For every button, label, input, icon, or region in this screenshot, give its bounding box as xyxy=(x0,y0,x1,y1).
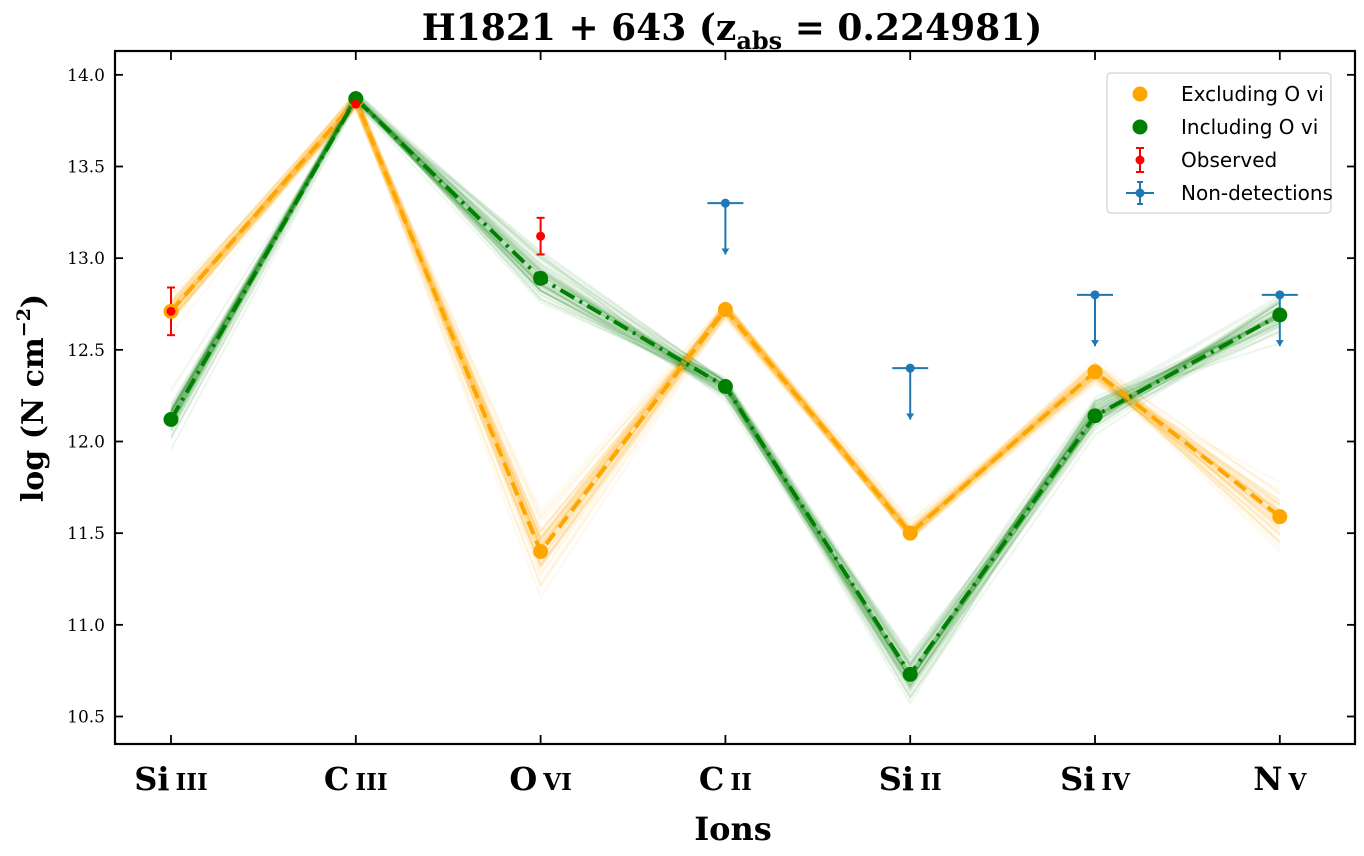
legend-label: Non-detections xyxy=(1181,181,1333,205)
upper-limit-marker xyxy=(1275,290,1285,300)
x-tick-label: Si IV xyxy=(1060,760,1131,798)
y-axis-label: log (N cm−2) xyxy=(13,294,51,502)
down-arrow-icon xyxy=(1091,340,1099,347)
ion-stage: III xyxy=(175,769,207,796)
y-tick-label: 11.0 xyxy=(67,616,105,636)
data-point-including xyxy=(902,666,918,682)
upper-limit xyxy=(1077,290,1113,347)
observed-marker xyxy=(166,306,176,316)
plot-frame xyxy=(113,49,1357,746)
y-tick-label: 11.5 xyxy=(67,524,105,544)
ion-stage: V xyxy=(1287,769,1307,796)
legend-marker xyxy=(1132,119,1148,135)
observed-marker xyxy=(351,99,361,109)
ion-element: N xyxy=(1253,760,1282,798)
series-markers xyxy=(163,91,1288,682)
legend-label: Observed xyxy=(1181,148,1277,172)
legend-observed: Observed xyxy=(1135,147,1277,173)
ion-stage: II xyxy=(920,769,942,796)
ion-element: Si xyxy=(879,760,914,798)
x-tick-label: Si III xyxy=(134,760,208,798)
ion-stage: III xyxy=(355,769,387,796)
x-tick-label: C II xyxy=(699,760,752,798)
x-tick-label: Si II xyxy=(879,760,942,798)
down-arrow-icon xyxy=(906,413,915,420)
data-point-excluding xyxy=(717,302,733,317)
y-axis-label-exponent: −2 xyxy=(13,308,35,337)
legend-marker xyxy=(1132,86,1148,102)
observed-marker xyxy=(536,231,546,241)
legend-label: Including O vi xyxy=(1181,115,1318,139)
data-point-excluding xyxy=(1087,364,1103,380)
title-value: = 0.224981) xyxy=(782,7,1042,49)
data-point-including xyxy=(1272,307,1288,323)
data-point-including xyxy=(717,379,733,394)
y-tick-label: 12.5 xyxy=(67,341,105,361)
data-point-including xyxy=(1087,408,1103,424)
y-axis-label-close: ) xyxy=(16,294,51,308)
data-point-including xyxy=(533,270,549,286)
data-point-excluding xyxy=(902,525,918,541)
y-axis-ticks: 10.5 11.0 11.5 12.0 12.5 13.0 13.5 14.0 xyxy=(67,66,1355,728)
data-point-including xyxy=(163,412,179,427)
error-bars xyxy=(167,198,1298,420)
y-tick-label: 14.0 xyxy=(67,66,105,86)
ion-element: C xyxy=(699,760,724,798)
legend-non-detections: Non-detections xyxy=(1126,181,1333,205)
x-axis-ticks: Si III C III O VI C II Si II Si IV N V xyxy=(134,51,1307,798)
legend-marker xyxy=(1135,188,1145,198)
ion-stage: IV xyxy=(1101,769,1131,796)
ion-element: Si xyxy=(134,760,169,798)
legend-label: Excluding O vi xyxy=(1181,82,1324,106)
y-tick-label: 13.0 xyxy=(67,249,105,269)
y-tick-label: 13.5 xyxy=(67,158,105,178)
data-point-excluding xyxy=(1272,509,1288,525)
upper-limit-marker xyxy=(720,198,730,208)
data-point-excluding xyxy=(533,544,549,559)
down-arrow-icon xyxy=(721,248,730,255)
legend-including: Including O vi xyxy=(1132,115,1318,139)
upper-limit xyxy=(892,363,929,420)
ion-element: C xyxy=(324,760,349,798)
x-axis-label: Ions xyxy=(694,810,772,848)
legend: Excluding O vi Including O vi Observed Non-… xyxy=(1106,72,1333,214)
upper-limit-marker xyxy=(1090,290,1100,300)
ion-element: O xyxy=(509,760,537,798)
y-tick-label: 10.5 xyxy=(67,708,105,728)
upper-limit-marker xyxy=(905,363,915,373)
ion-element: Si xyxy=(1060,760,1095,798)
legend-box xyxy=(1106,72,1332,214)
chart-title: H1821 + 643 (zabs = 0.224981) xyxy=(422,7,1043,55)
y-axis-label-main: log (N cm xyxy=(16,337,51,502)
upper-limit xyxy=(707,198,744,255)
ion-stage: II xyxy=(730,769,752,796)
legend-marker xyxy=(1135,155,1145,165)
title-subscript: abs xyxy=(736,26,782,55)
x-tick-label: C III xyxy=(324,760,388,798)
ion-stage: VI xyxy=(542,769,572,796)
legend-excluding: Excluding O vi xyxy=(1132,82,1324,106)
y-tick-label: 12.0 xyxy=(67,433,105,453)
legend-items: Excluding O vi Including O vi Observed Non-… xyxy=(1126,82,1333,205)
x-tick-label: O VI xyxy=(509,760,571,798)
down-arrow-icon xyxy=(1275,340,1284,347)
title-main: H1821 + 643 (z xyxy=(422,7,737,49)
